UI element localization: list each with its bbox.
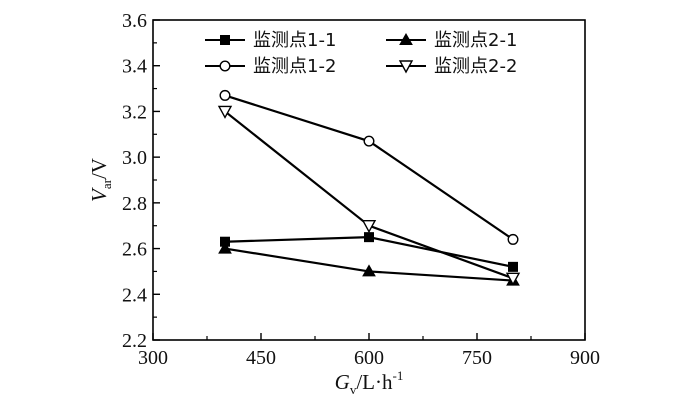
y-axis-title-unit: /V xyxy=(87,158,111,179)
x-tick-label: 450 xyxy=(246,347,276,369)
data-point-series-2 xyxy=(362,264,376,277)
data-point-series-1 xyxy=(508,261,518,272)
y-tick-label: 2.8 xyxy=(122,193,147,215)
y-tick-label: 3.2 xyxy=(122,101,147,123)
legend-label: 监测点1-1 xyxy=(253,30,336,51)
x-tick-label: 900 xyxy=(570,347,600,369)
x-axis-title-superscript: -1 xyxy=(392,368,403,383)
y-axis-title-symbol: V xyxy=(87,187,111,202)
legend-label: 监测点2-2 xyxy=(434,56,517,77)
y-axis-title-subscript: ar xyxy=(99,178,114,189)
data-point-series-1 xyxy=(364,232,374,243)
x-tick-label: 750 xyxy=(462,347,492,369)
series-line-3 xyxy=(224,94,514,241)
legend-marker xyxy=(220,35,230,45)
x-tick-label: 300 xyxy=(138,347,168,369)
plot-area: 300 450 600 750 900 2.2 2.4 2.6 2.8 3.0 3.2 3.4 3.6 G… xyxy=(87,10,600,397)
y-tick-label: 3.0 xyxy=(122,147,147,169)
x-tick-label: 600 xyxy=(354,347,384,369)
y-axis-title: Var/V xyxy=(87,158,114,202)
data-point-series-2 xyxy=(218,241,232,254)
x-axis-title-unit: /L·h xyxy=(356,370,393,394)
data-point-series-4 xyxy=(217,105,233,119)
data-point-series-4 xyxy=(361,220,377,234)
data-point-series-4 xyxy=(505,272,521,286)
y-tick-label: 2.4 xyxy=(122,284,147,306)
legend-marker xyxy=(399,32,413,45)
legend-marker xyxy=(398,60,414,74)
y-tick-label: 3.6 xyxy=(122,10,147,32)
x-axis-title: Gv/L·h-1 xyxy=(335,368,404,397)
legend-entry: 监测点1-1 xyxy=(205,30,336,51)
legend-entry: 监测点1-2 xyxy=(205,56,336,77)
y-tick-label: 2.6 xyxy=(122,239,147,261)
legend-label: 监测点1-2 xyxy=(253,56,336,77)
y-tick-label: 2.2 xyxy=(122,330,147,352)
legend-entry: 监测点2-1 xyxy=(386,30,517,51)
plot-frame xyxy=(152,19,586,341)
legend-entry: 监测点2-2 xyxy=(386,56,517,77)
x-axis-title-subscript: v xyxy=(350,382,357,397)
legend-marker xyxy=(219,60,231,72)
data-point-series-3 xyxy=(363,135,375,147)
legend-label: 监测点2-1 xyxy=(434,30,517,51)
data-point-series-3 xyxy=(219,89,231,101)
x-axis-title-symbol: G xyxy=(335,370,350,394)
y-tick-label: 3.4 xyxy=(122,56,147,78)
data-point-series-3 xyxy=(507,233,519,245)
